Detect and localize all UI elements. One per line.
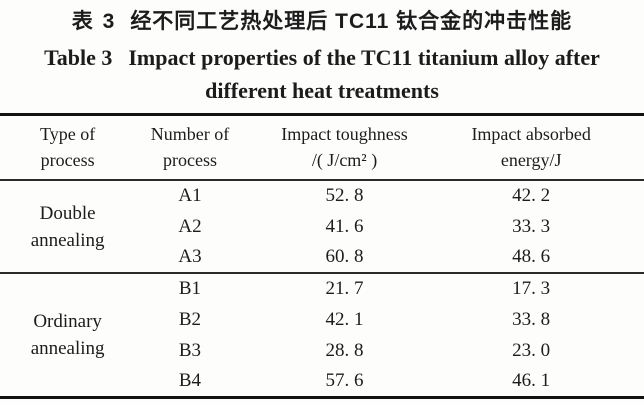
cell-energy: 33. 3: [512, 215, 551, 237]
cell-toughness: 28. 8: [325, 339, 364, 361]
cell-process-type-double-annealing: Double annealing: [30, 202, 105, 251]
cell-toughness: 57. 6: [325, 369, 364, 391]
table-row: Double annealing A1 52. 8 42. 2: [0, 180, 644, 251]
cell-energy: 17. 3: [444, 272, 644, 304]
table-title-en-text: Impact properties of the TC11 titanium a…: [128, 45, 600, 70]
table-title-zh: 表 3 经不同工艺热处理后 TC11 钛合金的冲击性能: [0, 0, 644, 36]
cell-number: B4: [178, 369, 202, 391]
table-row: A2 41. 6 33. 3: [0, 211, 644, 242]
table-title-en-label: Table 3: [44, 45, 113, 70]
cell-energy: 23. 0: [512, 339, 551, 361]
cell-number: A2: [178, 215, 202, 237]
col-header-number-of-process: Number of process: [135, 114, 245, 181]
table-title-en-line1: Table 3 Impact properties of the TC11 tit…: [0, 41, 644, 74]
table-title-en-line2: different heat treatments: [205, 78, 439, 103]
col-header-impact-absorbed-energy: Impact absorbed energy/J: [444, 114, 644, 181]
table-title-zh-label: 表 3: [71, 10, 117, 33]
cell-toughness: 41. 6: [325, 215, 364, 237]
col-header-type-of-process: Type of process: [0, 114, 136, 181]
cell-toughness: 21. 7: [244, 272, 445, 304]
table-row: B2 42. 1 33. 8: [0, 304, 644, 335]
cell-toughness: 42. 1: [325, 308, 364, 330]
cell-number: A3: [178, 246, 202, 267]
table-header-row: Type of process Number of process Impact…: [0, 114, 644, 181]
impact-properties-table: Type of process Number of process Impact…: [0, 113, 644, 399]
table-title-en: Table 3 Impact properties of the TC11 tit…: [0, 41, 644, 107]
table-row: B3 28. 8 23. 0: [0, 335, 644, 366]
table-row: Ordinary annealing B1 21. 7 17. 3: [0, 272, 644, 397]
cell-energy: 42. 2: [512, 185, 551, 206]
col-header-impact-toughness: Impact toughness /( J/cm² ): [244, 114, 445, 181]
cell-number: B3: [178, 339, 202, 361]
table-row: B4 57. 6 46. 1: [0, 366, 644, 397]
cell-energy: 33. 8: [512, 308, 551, 330]
cell-toughness: 60. 8: [325, 246, 364, 267]
table-title-zh-text: 经不同工艺热处理后 TC11 钛合金的冲击性能: [130, 10, 573, 33]
cell-energy: 46. 1: [512, 369, 551, 391]
cell-number: A1: [178, 185, 202, 206]
cell-toughness: 52. 8: [325, 185, 364, 206]
table-row: A3 60. 8 48. 6: [0, 242, 644, 273]
cell-number: B1: [135, 272, 245, 304]
cell-number: B2: [178, 308, 202, 330]
cell-process-type-ordinary-annealing: Ordinary annealing: [0, 272, 136, 397]
cell-energy: 48. 6: [512, 246, 551, 267]
